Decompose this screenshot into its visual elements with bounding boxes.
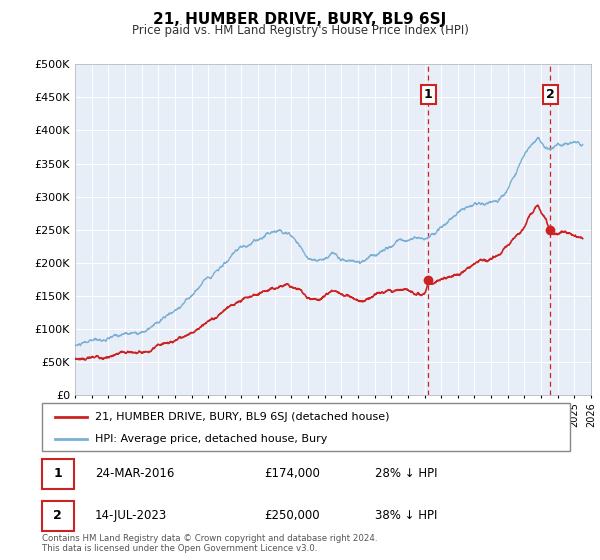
Text: Price paid vs. HM Land Registry's House Price Index (HPI): Price paid vs. HM Land Registry's House … [131, 24, 469, 36]
Text: 21, HUMBER DRIVE, BURY, BL9 6SJ: 21, HUMBER DRIVE, BURY, BL9 6SJ [154, 12, 446, 27]
FancyBboxPatch shape [42, 459, 74, 489]
Text: 21, HUMBER DRIVE, BURY, BL9 6SJ (detached house): 21, HUMBER DRIVE, BURY, BL9 6SJ (detache… [95, 412, 389, 422]
Text: £250,000: £250,000 [264, 509, 319, 522]
Text: 24-MAR-2016: 24-MAR-2016 [95, 467, 174, 480]
Text: 1: 1 [424, 87, 433, 101]
Text: 2: 2 [545, 87, 554, 101]
Text: 28% ↓ HPI: 28% ↓ HPI [374, 467, 437, 480]
FancyBboxPatch shape [42, 501, 74, 531]
Text: 38% ↓ HPI: 38% ↓ HPI [374, 509, 437, 522]
Text: 1: 1 [53, 467, 62, 480]
FancyBboxPatch shape [42, 403, 570, 451]
Text: Contains HM Land Registry data © Crown copyright and database right 2024.
This d: Contains HM Land Registry data © Crown c… [42, 534, 377, 553]
Text: £174,000: £174,000 [264, 467, 320, 480]
Text: 2: 2 [53, 509, 62, 522]
Text: HPI: Average price, detached house, Bury: HPI: Average price, detached house, Bury [95, 434, 327, 444]
Text: 14-JUL-2023: 14-JUL-2023 [95, 509, 167, 522]
